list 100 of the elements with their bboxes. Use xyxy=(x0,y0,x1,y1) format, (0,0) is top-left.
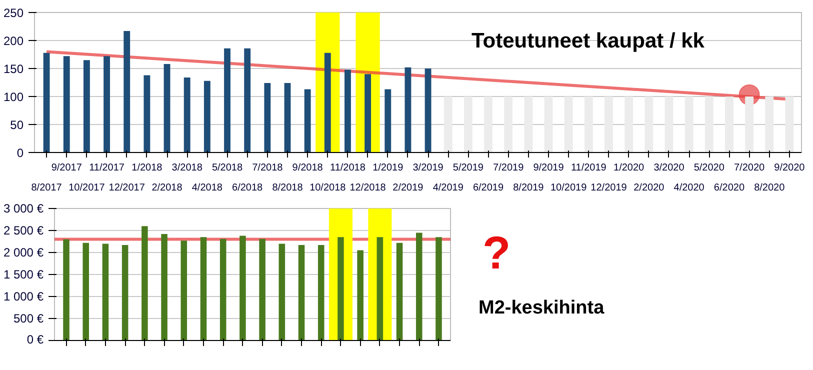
y-tick-label: 1 000 € xyxy=(3,290,44,304)
y-tick-label: 0 € xyxy=(26,332,44,346)
bar xyxy=(102,244,109,340)
y-tick-label: 50 xyxy=(10,118,24,132)
x-tick-label: 12/2019 xyxy=(590,182,628,194)
y-tick-label: 2 500 € xyxy=(3,224,44,238)
bar xyxy=(745,96,754,152)
x-tick-label: 10/2019 xyxy=(550,182,588,194)
bar xyxy=(304,89,311,152)
bar xyxy=(200,237,207,340)
bar xyxy=(396,242,403,340)
x-tick-label: 2/2020 xyxy=(634,182,665,194)
bar xyxy=(364,74,372,152)
x-tick-label: 1/2018 xyxy=(132,162,163,174)
x-tick-label: 5/2020 xyxy=(694,162,725,174)
bar xyxy=(324,52,331,152)
bar xyxy=(284,83,291,152)
bar xyxy=(82,242,90,340)
bar xyxy=(684,96,694,152)
bar xyxy=(264,83,271,152)
x-tick-label: 12/2017 xyxy=(108,182,146,194)
x-tick-label: 11/2019 xyxy=(570,162,607,174)
x-tick-label: 9/2018 xyxy=(292,162,324,174)
x-tick-label: 4/2019 xyxy=(432,182,464,194)
bar xyxy=(436,237,442,340)
bar xyxy=(444,96,452,152)
bar xyxy=(765,96,774,152)
x-tick-label: 10/2017 xyxy=(68,182,106,194)
y-tick-label: 2 000 € xyxy=(3,246,44,260)
bar xyxy=(624,96,634,152)
bar xyxy=(384,89,392,152)
bar xyxy=(544,96,553,152)
x-tick-label: 10/2018 xyxy=(310,182,346,194)
x-tick-label: 2/2019 xyxy=(392,182,424,194)
bar xyxy=(204,80,210,152)
bar xyxy=(259,238,266,340)
bar xyxy=(584,96,593,152)
bar xyxy=(357,250,364,340)
bar xyxy=(184,77,190,152)
text: ? xyxy=(482,226,511,278)
x-tick-label: 8/2017 xyxy=(31,182,62,194)
text: Toteutuneet kaupat / kk xyxy=(472,30,705,52)
y-tick-label: 150 xyxy=(3,62,24,76)
x-tick-label: 5/2019 xyxy=(452,162,484,174)
x-tick-label: 11/2018 xyxy=(330,162,366,174)
y-tick-label: 3 000 € xyxy=(3,202,44,216)
bar xyxy=(164,64,170,152)
bar xyxy=(122,245,128,340)
bar xyxy=(484,96,492,152)
x-tick-label: 6/2019 xyxy=(472,182,504,194)
y-tick-label: 250 xyxy=(3,6,24,20)
x-tick-label: 1/2020 xyxy=(614,162,645,174)
x-tick-label: 5/2018 xyxy=(212,162,243,174)
x-tick-label: 6/2018 xyxy=(232,182,264,194)
bar xyxy=(244,48,251,152)
x-tick-label: 3/2018 xyxy=(172,162,203,174)
x-tick-label: 9/2017 xyxy=(51,162,82,174)
x-tick-label: 3/2020 xyxy=(654,162,685,174)
bar xyxy=(104,56,110,152)
x-tick-label: 1/2019 xyxy=(372,162,404,174)
bar xyxy=(644,96,654,152)
bar xyxy=(161,234,168,340)
bar xyxy=(504,96,513,152)
bar xyxy=(180,240,188,340)
bar xyxy=(124,30,130,152)
y-tick-label: 500 € xyxy=(13,312,44,326)
bar xyxy=(604,96,613,152)
x-tick-label: 3/2019 xyxy=(412,162,444,174)
y-tick-label: 1 500 € xyxy=(3,268,44,282)
bar xyxy=(63,239,70,340)
bar xyxy=(725,96,734,152)
bar xyxy=(376,237,384,340)
bar xyxy=(424,68,432,152)
y-tick-label: 100 xyxy=(3,90,24,104)
x-tick-label: 2/2018 xyxy=(152,182,183,194)
bar xyxy=(704,96,714,152)
x-tick-label: 4/2020 xyxy=(674,182,705,194)
x-tick-label: 4/2018 xyxy=(192,182,223,194)
x-tick-label: 7/2020 xyxy=(734,162,766,174)
bar xyxy=(416,232,422,340)
bar xyxy=(318,245,324,340)
x-tick-label: 8/2020 xyxy=(754,182,786,194)
y-tick-label: 200 xyxy=(3,34,24,48)
y-tick-label: 0 xyxy=(16,146,24,160)
x-tick-label: 7/2018 xyxy=(252,162,284,174)
x-tick-label: 8/2019 xyxy=(513,182,544,194)
bar xyxy=(43,52,50,152)
bar xyxy=(142,226,148,340)
text: M2-keskihinta xyxy=(478,298,605,318)
x-tick-label: 6/2020 xyxy=(714,182,745,194)
bar xyxy=(224,48,230,152)
bar xyxy=(785,96,794,152)
x-tick-label: 11/2017 xyxy=(89,162,125,174)
bar xyxy=(240,236,246,340)
bar xyxy=(464,96,472,152)
bar xyxy=(404,67,412,152)
bar xyxy=(63,56,70,152)
x-tick-label: 8/2018 xyxy=(272,182,304,194)
bar xyxy=(564,96,573,152)
bar xyxy=(524,96,533,152)
